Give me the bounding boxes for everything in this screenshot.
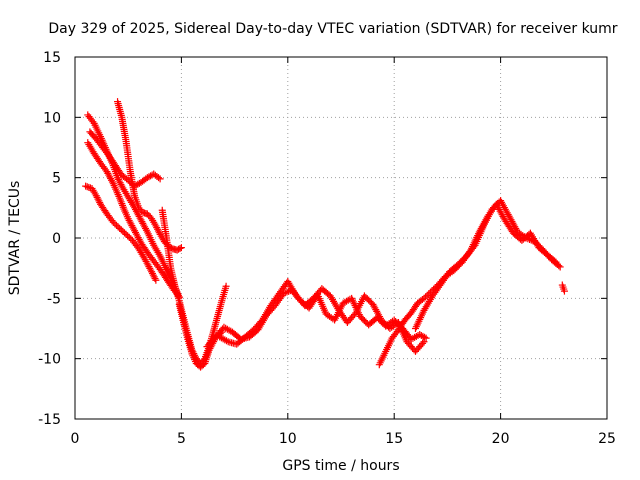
y-tick-label: -15 <box>38 412 61 428</box>
data-points <box>82 98 568 371</box>
data-point <box>527 236 535 244</box>
y-axis-label: SDTVAR / TECUs <box>7 181 23 296</box>
data-point <box>120 229 128 237</box>
data-point <box>82 182 90 190</box>
data-point <box>142 226 150 234</box>
data-point <box>93 193 101 201</box>
data-point <box>420 338 428 346</box>
data-point <box>420 294 428 302</box>
data-point <box>108 178 116 186</box>
data-point <box>151 275 159 283</box>
data-point <box>92 192 100 200</box>
data-point <box>94 195 102 203</box>
data-point <box>114 174 122 182</box>
x-tick-label: 5 <box>177 431 186 447</box>
data-point <box>85 183 93 191</box>
data-point <box>116 179 124 187</box>
data-point <box>117 226 125 234</box>
x-tick-label: 20 <box>492 431 510 447</box>
data-point <box>423 291 431 299</box>
x-tick-label: 25 <box>598 431 616 447</box>
data-point <box>154 225 162 233</box>
data-point <box>419 339 427 347</box>
data-point <box>155 174 163 182</box>
data-point <box>555 262 563 270</box>
data-point <box>125 233 133 241</box>
data-point <box>112 221 120 229</box>
data-point <box>150 273 158 281</box>
y-tick-label: 5 <box>52 171 61 187</box>
y-tick-label: 15 <box>43 50 61 66</box>
data-point <box>122 230 130 238</box>
data-point <box>119 227 127 235</box>
data-point <box>114 223 122 231</box>
data-point <box>223 337 231 345</box>
y-tick-label: -10 <box>38 352 61 368</box>
data-point <box>124 232 132 240</box>
data-point <box>95 197 103 205</box>
data-point <box>153 224 161 232</box>
data-point <box>148 269 156 277</box>
data-point <box>422 293 430 301</box>
data-point <box>560 287 568 295</box>
data-point <box>556 263 564 271</box>
data-point <box>176 244 184 252</box>
data-point <box>114 175 122 183</box>
data-point <box>156 175 164 183</box>
data-point <box>152 222 160 230</box>
axis-ticks: 0 5 10 15 20 25 -15 -10 -5 0 5 10 15 <box>38 50 616 447</box>
data-point <box>281 289 289 297</box>
x-axis-label: GPS time / hours <box>282 458 399 474</box>
data-point <box>89 118 97 126</box>
data-point <box>152 276 160 284</box>
data-point <box>83 183 91 191</box>
data-point <box>116 224 124 232</box>
data-point <box>524 235 532 243</box>
data-point <box>149 271 157 279</box>
x-tick-label: 0 <box>71 431 80 447</box>
chart-title: Day 329 of 2025, Sidereal Day-to-day VTE… <box>48 21 617 37</box>
data-point <box>222 282 230 290</box>
data-point <box>111 220 119 228</box>
data-point <box>154 227 162 235</box>
data-point <box>148 268 156 276</box>
y-tick-label: 0 <box>52 231 61 247</box>
y-tick-label: -5 <box>47 291 61 307</box>
data-point <box>526 235 534 243</box>
data-point <box>283 288 291 296</box>
data-point <box>419 332 427 340</box>
data-point <box>177 244 185 252</box>
data-point <box>115 177 123 185</box>
y-tick-label: 10 <box>43 110 61 126</box>
data-point <box>422 334 430 342</box>
data-point <box>109 218 117 226</box>
data-point <box>522 234 530 242</box>
x-tick-label: 10 <box>279 431 297 447</box>
x-tick-label: 15 <box>385 431 403 447</box>
